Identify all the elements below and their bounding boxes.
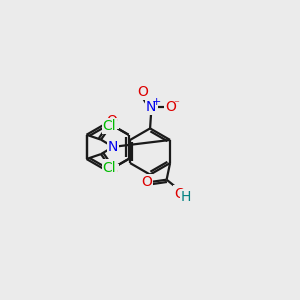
Text: O: O — [106, 114, 118, 128]
Text: O: O — [106, 165, 118, 179]
Text: O: O — [174, 187, 185, 200]
Text: O: O — [138, 85, 148, 99]
Text: Cl: Cl — [103, 160, 116, 175]
Text: H: H — [181, 190, 191, 204]
Text: N: N — [108, 140, 118, 154]
Text: O: O — [165, 100, 176, 114]
Text: N: N — [146, 100, 156, 114]
Text: O: O — [141, 175, 152, 189]
Text: ⁻: ⁻ — [173, 99, 178, 109]
Text: Cl: Cl — [103, 119, 116, 133]
Text: +: + — [152, 97, 161, 107]
